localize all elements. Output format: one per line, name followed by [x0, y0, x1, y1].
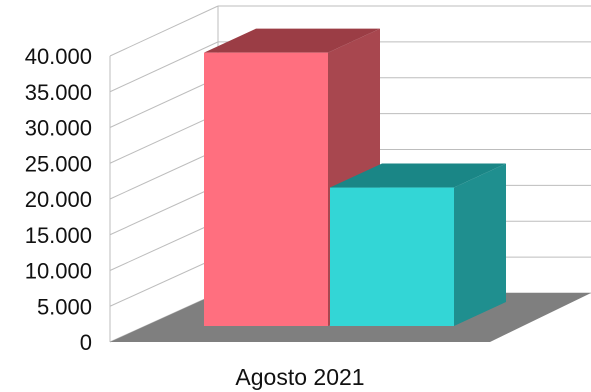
y-tick-label: 10.000: [25, 259, 92, 284]
bar: [204, 52, 328, 327]
y-tick-label: 25.000: [25, 151, 92, 176]
y-tick-label: 30.000: [25, 116, 92, 141]
bar-top-face: [204, 28, 380, 53]
gridline-side: [109, 41, 219, 93]
y-tick-label: 35.000: [25, 80, 92, 105]
gridline-side: [109, 256, 219, 307]
bar-top-face: [330, 163, 506, 188]
gridline-side: [109, 220, 219, 271]
y-tick-label: 5.000: [37, 294, 92, 319]
bar-side-face: [454, 163, 506, 326]
gridline-side: [109, 149, 219, 200]
gridline-side: [109, 113, 219, 164]
gridline-side: [109, 77, 219, 128]
y-tick-label: 15.000: [25, 223, 92, 248]
y-axis-tick-labels: 0 5.000 10.000 15.000 20.000 25.000 30.000 35.0…: [25, 44, 92, 355]
y-tick-label: 0: [80, 330, 92, 355]
chart-bars: [204, 28, 506, 327]
y-tick-label: 40.000: [25, 44, 92, 69]
bar: [330, 187, 454, 326]
gridline-side: [109, 184, 219, 236]
x-axis-category-label: Agosto 2021: [235, 364, 364, 390]
gridline-side: [109, 5, 219, 57]
y-tick-label: 20.000: [25, 187, 92, 212]
